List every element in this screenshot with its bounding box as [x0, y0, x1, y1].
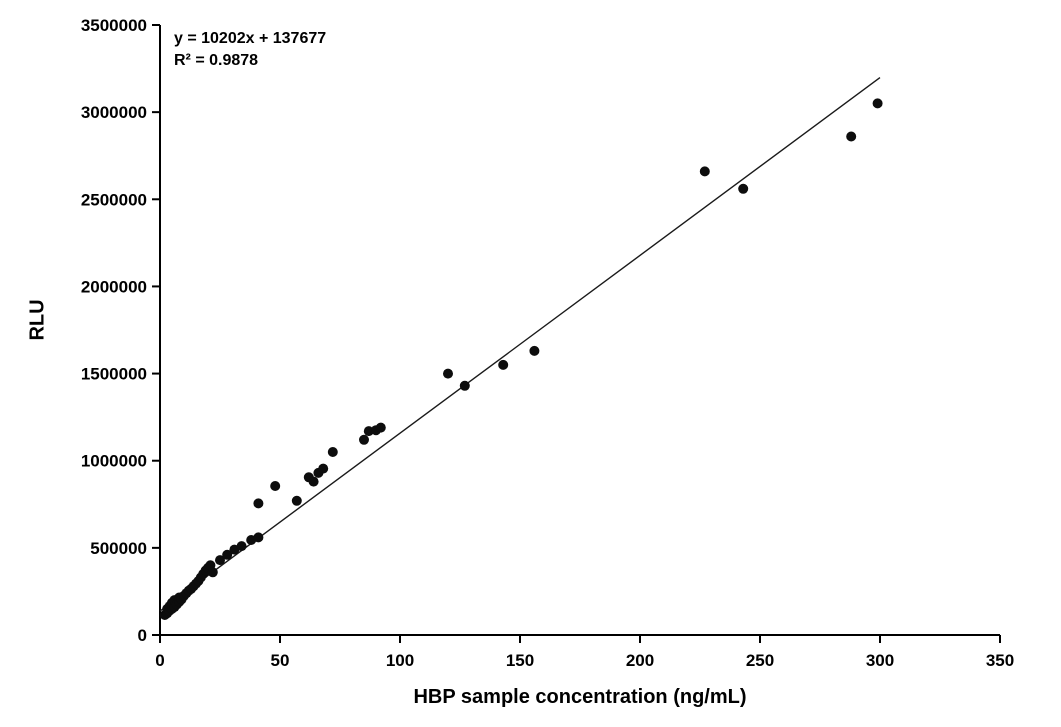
svg-text:50: 50: [271, 651, 290, 670]
svg-text:250: 250: [746, 651, 774, 670]
svg-text:2000000: 2000000: [81, 277, 147, 296]
svg-text:3500000: 3500000: [81, 16, 147, 35]
svg-text:1500000: 1500000: [81, 365, 147, 384]
y-axis-title: RLU: [26, 299, 49, 341]
svg-text:200: 200: [626, 651, 654, 670]
svg-text:2500000: 2500000: [81, 190, 147, 209]
trendline-equation: y = 10202x + 137677: [174, 30, 327, 47]
svg-text:500000: 500000: [90, 539, 147, 558]
svg-text:150: 150: [506, 651, 534, 670]
svg-text:100: 100: [386, 651, 414, 670]
svg-text:0: 0: [155, 651, 164, 670]
svg-text:0: 0: [138, 626, 147, 645]
r-squared-value: R² = 0.9878: [174, 52, 259, 69]
svg-text:300: 300: [866, 651, 894, 670]
svg-text:3000000: 3000000: [81, 103, 147, 122]
svg-text:350: 350: [986, 651, 1014, 670]
svg-text:1000000: 1000000: [81, 452, 147, 471]
x-axis-title: HBP sample concentration (ng/mL): [413, 686, 747, 708]
